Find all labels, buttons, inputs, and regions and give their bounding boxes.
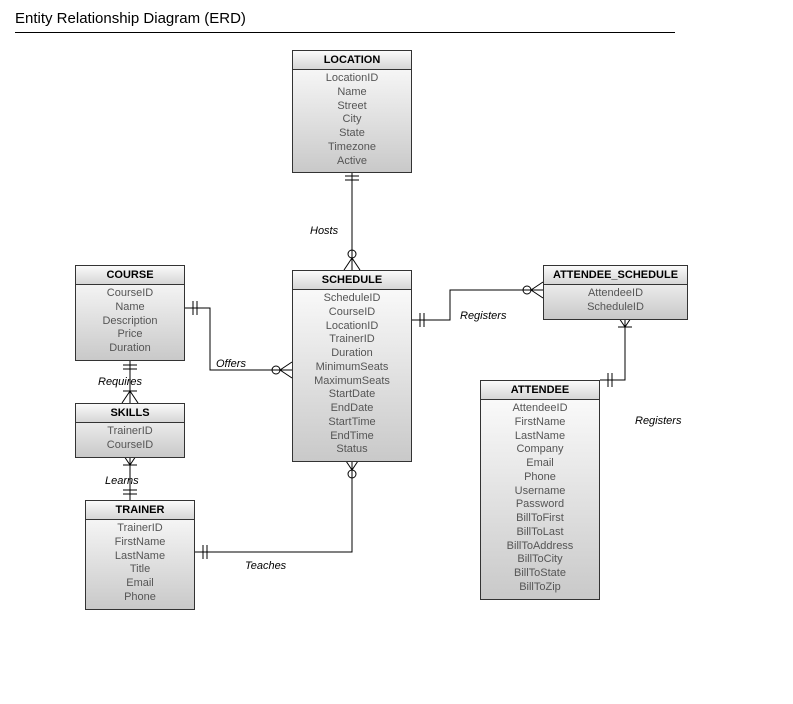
entity-attr: City (297, 113, 407, 127)
entity-schedule-title: SCHEDULE (293, 271, 411, 290)
entity-location-body: LocationIDNameStreetCityStateTimezoneAct… (293, 70, 411, 172)
entity-attr: Phone (485, 471, 595, 485)
entity-course-title: COURSE (76, 266, 184, 285)
entity-attr: FirstName (90, 536, 190, 550)
entity-attr: MaximumSeats (297, 375, 407, 389)
entity-attr: Password (485, 498, 595, 512)
entity-attr: Price (80, 328, 180, 342)
rel-registers1: Registers (460, 310, 506, 322)
entity-skills-title: SKILLS (76, 404, 184, 423)
entity-course-body: CourseIDNameDescriptionPriceDuration (76, 285, 184, 360)
entity-attr: StartDate (297, 388, 407, 402)
rel-offers: Offers (216, 358, 246, 370)
entity-attr: BillToLast (485, 526, 595, 540)
entity-attr: LocationID (297, 72, 407, 86)
entity-skills-body: TrainerIDCourseID (76, 423, 184, 457)
rel-teaches: Teaches (245, 560, 286, 572)
entity-attr: MinimumSeats (297, 361, 407, 375)
entity-attr: Phone (90, 591, 190, 605)
entity-schedule-body: ScheduleIDCourseIDLocationIDTrainerIDDur… (293, 290, 411, 461)
entity-trainer-title: TRAINER (86, 501, 194, 520)
entity-attr: Name (80, 301, 180, 315)
entity-attr: TrainerID (90, 522, 190, 536)
entity-attr: Street (297, 100, 407, 114)
entity-attendee-body: AttendeeIDFirstNameLastNameCompanyEmailP… (481, 400, 599, 599)
entity-attr: BillToState (485, 567, 595, 581)
entity-skills: SKILLS TrainerIDCourseID (75, 403, 185, 458)
entity-attr: LocationID (297, 320, 407, 334)
entity-attr: Company (485, 443, 595, 457)
entity-attr: LastName (90, 550, 190, 564)
entity-attendee-title: ATTENDEE (481, 381, 599, 400)
entity-attr: CourseID (297, 306, 407, 320)
entity-attr: Name (297, 86, 407, 100)
entity-attr: ScheduleID (297, 292, 407, 306)
entity-location-title: LOCATION (293, 51, 411, 70)
entity-attr: Duration (297, 347, 407, 361)
entity-attr: State (297, 127, 407, 141)
entity-attr: CourseID (80, 287, 180, 301)
entity-attr: Active (297, 155, 407, 169)
entity-attr: TrainerID (80, 425, 180, 439)
title-underline (15, 32, 675, 33)
entity-attr: BillToAddress (485, 540, 595, 554)
entity-attr: Email (485, 457, 595, 471)
entity-attr: AttendeeID (485, 402, 595, 416)
entity-attendee-schedule: ATTENDEE_SCHEDULE AttendeeIDScheduleID (543, 265, 688, 320)
entity-attr: Title (90, 563, 190, 577)
entity-attr: AttendeeID (548, 287, 683, 301)
entity-attr: Status (297, 443, 407, 457)
entity-attr: BillToCity (485, 553, 595, 567)
entity-attr: StartTime (297, 416, 407, 430)
entity-attr: ScheduleID (548, 301, 683, 315)
entity-attr: CourseID (80, 439, 180, 453)
entity-attr: LastName (485, 430, 595, 444)
entity-attr: Duration (80, 342, 180, 356)
rel-registers2: Registers (635, 415, 681, 427)
entity-schedule: SCHEDULE ScheduleIDCourseIDLocationIDTra… (292, 270, 412, 462)
erd-canvas: Entity Relationship Diagram (ERD) (0, 0, 793, 704)
rel-hosts: Hosts (310, 225, 338, 237)
entity-attr: TrainerID (297, 333, 407, 347)
entity-attr: Username (485, 485, 595, 499)
page-title: Entity Relationship Diagram (ERD) (15, 10, 246, 27)
entity-attendee-schedule-body: AttendeeIDScheduleID (544, 285, 687, 319)
entity-attr: Description (80, 315, 180, 329)
entity-trainer-body: TrainerIDFirstNameLastNameTitleEmailPhon… (86, 520, 194, 609)
entity-attr: EndDate (297, 402, 407, 416)
entity-attr: BillToZip (485, 581, 595, 595)
entity-attr: BillToFirst (485, 512, 595, 526)
entity-attr: Email (90, 577, 190, 591)
entity-attr: Timezone (297, 141, 407, 155)
entity-attendee: ATTENDEE AttendeeIDFirstNameLastNameComp… (480, 380, 600, 600)
entity-attendee-schedule-title: ATTENDEE_SCHEDULE (544, 266, 687, 285)
entity-attr: FirstName (485, 416, 595, 430)
entity-location: LOCATION LocationIDNameStreetCityStateTi… (292, 50, 412, 173)
entity-course: COURSE CourseIDNameDescriptionPriceDurat… (75, 265, 185, 361)
entity-trainer: TRAINER TrainerIDFirstNameLastNameTitleE… (85, 500, 195, 610)
rel-requires: Requires (98, 376, 142, 388)
rel-learns: Learns (105, 475, 139, 487)
entity-attr: EndTime (297, 430, 407, 444)
